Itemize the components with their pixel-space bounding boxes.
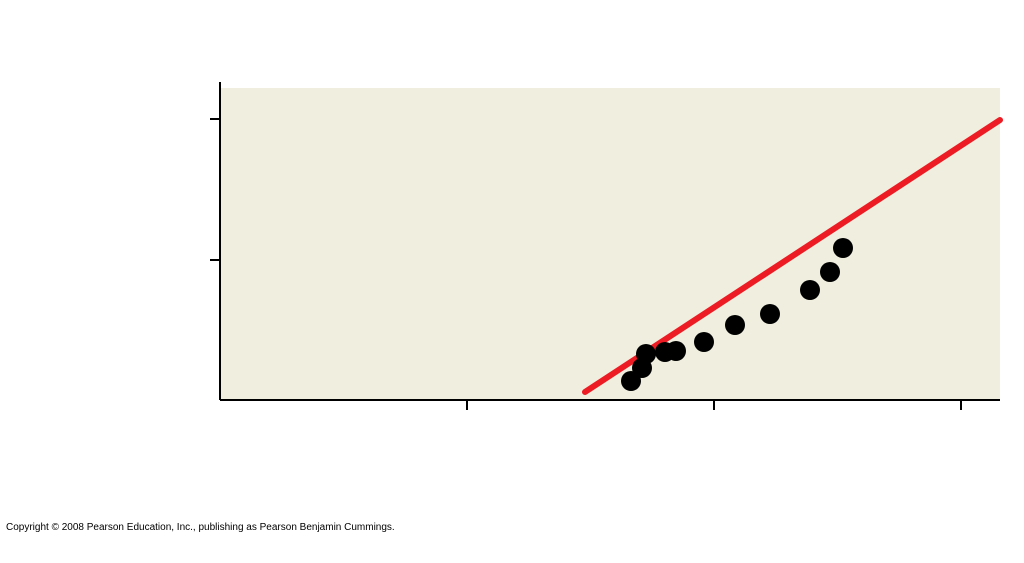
data-point [800,280,820,300]
data-point [694,332,714,352]
chart-svg-layer [0,0,1024,563]
data-point [636,344,656,364]
data-point [833,238,853,258]
data-point [820,262,840,282]
copyright-text: Copyright © 2008 Pearson Education, Inc.… [6,522,395,533]
page-root: Copyright © 2008 Pearson Education, Inc.… [0,0,1024,563]
data-point [760,304,780,324]
data-point [666,341,686,361]
data-point [725,315,745,335]
